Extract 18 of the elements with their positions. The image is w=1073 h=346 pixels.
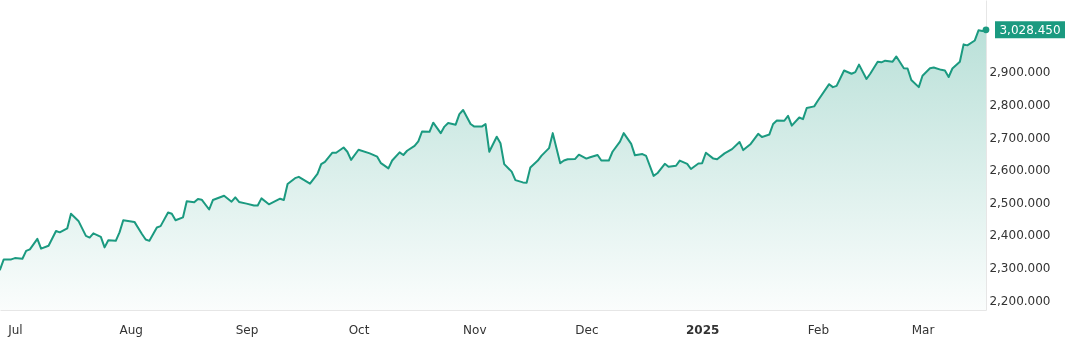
y-tick-label: 2,300.000	[989, 261, 1051, 276]
y-tick-label: 2,400.000	[989, 228, 1051, 243]
y-tick-label: 2,500.000	[989, 195, 1051, 210]
x-tick-label: Aug	[119, 322, 143, 337]
x-tick-label: Jul	[7, 322, 23, 337]
y-tick-label: 2,700.000	[989, 130, 1051, 145]
annotation: 3,028.450	[999, 22, 1061, 37]
x-tick-label: Nov	[463, 322, 487, 337]
x-tick-label: Feb	[807, 322, 830, 337]
x-tick-label: Dec	[575, 322, 599, 337]
x-tick-label: Mar	[911, 322, 935, 337]
x-tick-label: Sep	[235, 322, 259, 337]
y-tick-label: 2,200.000	[989, 293, 1051, 308]
y-tick-label: 2,900.000	[989, 65, 1051, 80]
y-tick-label: 2,600.000	[989, 163, 1051, 178]
x-tick-label: 2025	[685, 322, 720, 337]
x-tick-label: Oct	[348, 322, 370, 337]
y-tick-label: 2,800.000	[989, 97, 1051, 112]
